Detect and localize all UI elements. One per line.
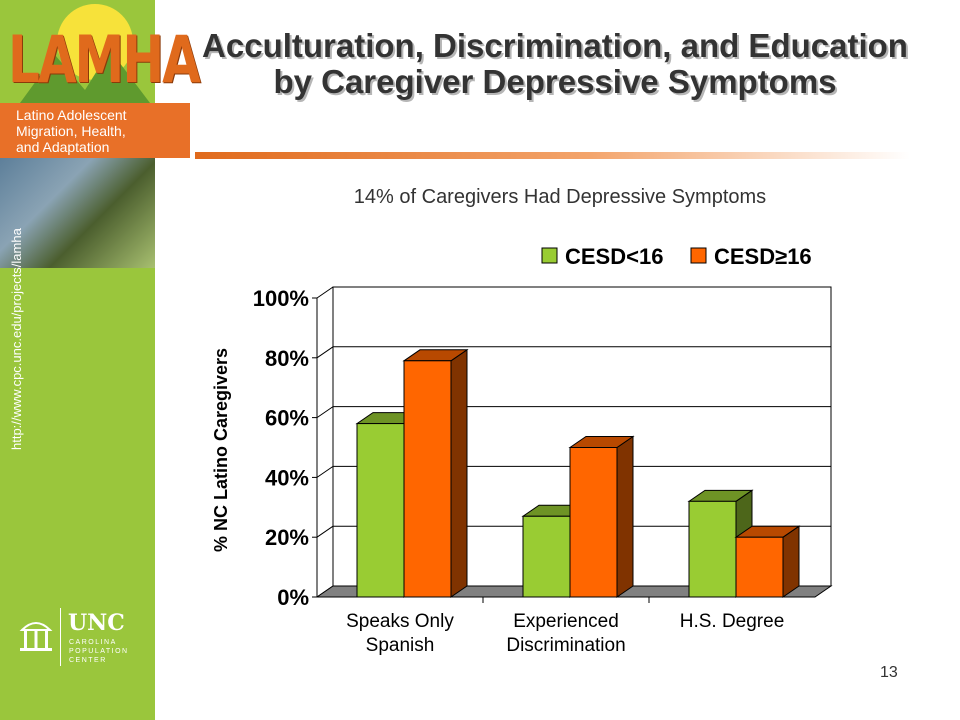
x-tick-label: Speaks Only <box>346 611 454 632</box>
x-tick-label: Experienced <box>513 611 619 632</box>
lamha-logo: LAMHA Latino Adolescent Migration, Healt… <box>0 0 201 160</box>
legend-label-1: CESD<16 <box>565 244 663 269</box>
y-tick-label: 20% <box>265 525 309 550</box>
x-tick-label: Discrimination <box>506 635 625 656</box>
unc-subtitle: CAROLINA POPULATION CENTER <box>69 639 129 664</box>
bar-1-3 <box>688 500 737 598</box>
title-wrap: Acculturation, Discrimination, and Educa… <box>200 28 910 100</box>
legend-swatch-1 <box>541 247 558 264</box>
bar-2-2 <box>569 447 618 598</box>
bar-1-1 <box>356 423 405 598</box>
x-tick-label: Spanish <box>366 635 435 656</box>
y-tick-label: 40% <box>265 465 309 490</box>
slide-title: Acculturation, Discrimination, and Educa… <box>202 27 908 100</box>
x-tick-label: H.S. Degree <box>680 611 785 632</box>
gridline-side <box>316 286 334 299</box>
gridline-side <box>316 406 334 419</box>
y-tick-label: 0% <box>277 585 309 610</box>
y-tick-label: 80% <box>265 346 309 371</box>
bar-side <box>616 435 634 598</box>
legend-label-2: CESD≥16 <box>714 244 812 269</box>
gridline-side <box>316 465 334 478</box>
unc-divider <box>60 608 61 666</box>
legend-swatch-2 <box>690 247 707 264</box>
page-number: 13 <box>880 664 898 681</box>
bar-2-3 <box>735 536 784 598</box>
tagline-line-1: Latino Adolescent <box>16 107 127 123</box>
unc-name: UNC <box>68 610 125 636</box>
sun-icon <box>20 4 150 103</box>
title-underline <box>195 152 910 159</box>
old-well-icon <box>19 622 53 651</box>
y-axis-label: % NC Latino Caregivers <box>211 348 231 552</box>
tagline-line-3: and Adaptation <box>16 139 110 155</box>
gridline-side <box>316 525 334 538</box>
lamha-tagline-box: Latino Adolescent Migration, Health, and… <box>0 103 190 158</box>
photo-strip <box>0 158 155 268</box>
y-tick-label: 100% <box>253 286 309 311</box>
bar-side <box>782 525 800 598</box>
slide-subtitle: 14% of Caregivers Had Depressive Symptom… <box>353 186 767 208</box>
y-tick-label: 60% <box>265 406 309 431</box>
gridline-side <box>316 346 334 359</box>
tagline-line-2: Migration, Health, <box>16 123 126 139</box>
bar-2-1 <box>403 360 452 598</box>
unc-logo: UNC CAROLINA POPULATION CENTER <box>16 608 151 668</box>
bar-1-2 <box>522 515 571 598</box>
bar-side <box>450 348 468 598</box>
